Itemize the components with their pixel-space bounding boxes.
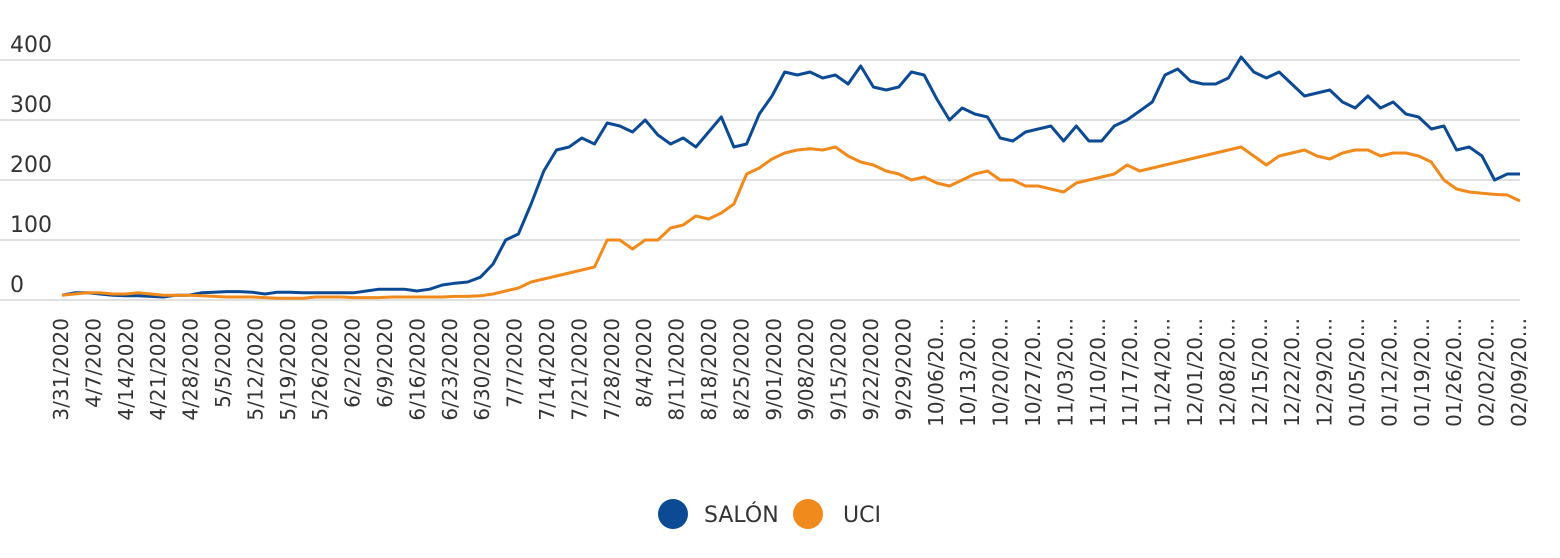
x-tick-label: 6/9/2020: [373, 318, 397, 408]
x-tick-label: 01/19/20...: [1410, 318, 1434, 427]
x-tick-label: 8/11/2020: [665, 318, 689, 421]
x-tick-label: 12/29/20...: [1313, 318, 1337, 427]
x-tick-label: 12/22/20...: [1280, 318, 1304, 427]
x-axis-ticks: 3/31/2020 4/7/2020 4/14/2020 4/21/2020 4/28/…: [49, 318, 1531, 427]
x-tick-label: 12/15/20...: [1248, 318, 1272, 427]
x-tick-label: 10/06/20...: [924, 318, 948, 427]
x-tick-label: 02/09/20...: [1507, 318, 1531, 427]
x-tick-label: 3/31/2020: [49, 318, 73, 421]
x-tick-label: 6/16/2020: [405, 318, 429, 421]
x-tick-label: 7/21/2020: [567, 318, 591, 421]
x-tick-label: 10/20/20...: [989, 318, 1013, 427]
series-line-uci: [61, 145, 1521, 300]
legend: SALÓN UCI: [658, 499, 881, 529]
x-tick-label: 8/25/2020: [729, 318, 753, 421]
x-tick-label: 4/14/2020: [114, 318, 138, 421]
gridlines: [0, 59, 1520, 301]
x-tick-label: 7/14/2020: [535, 318, 559, 421]
x-tick-label: 12/01/20...: [1183, 318, 1207, 427]
x-tick-label: 6/23/2020: [438, 318, 462, 421]
x-tick-label: 5/5/2020: [211, 318, 235, 408]
x-tick-label: 11/10/20...: [1086, 318, 1110, 427]
x-tick-label: 9/01/2020: [762, 318, 786, 421]
legend-swatch-uci: [793, 499, 823, 529]
x-tick-label: 11/17/20...: [1118, 318, 1142, 427]
x-tick-label: 5/26/2020: [308, 318, 332, 421]
x-tick-label: 8/18/2020: [697, 318, 721, 421]
x-tick-label: 01/12/20...: [1377, 318, 1401, 427]
x-tick-label: 02/02/20...: [1475, 318, 1499, 427]
y-tick-label: 300: [10, 93, 52, 118]
x-tick-label: 8/4/2020: [632, 318, 656, 408]
x-tick-label: 9/15/2020: [827, 318, 851, 421]
y-tick-label: 400: [10, 33, 52, 58]
x-tick-label: 4/7/2020: [81, 318, 105, 408]
x-tick-label: 4/21/2020: [146, 318, 170, 421]
x-tick-label: 01/26/20...: [1442, 318, 1466, 427]
x-tick-label: 7/7/2020: [503, 318, 527, 408]
x-tick-label: 4/28/2020: [179, 318, 203, 421]
x-tick-label: 5/19/2020: [276, 318, 300, 421]
x-tick-label: 10/27/20...: [1021, 318, 1045, 427]
x-tick-label: 9/08/2020: [794, 318, 818, 421]
x-tick-label: 11/24/20...: [1151, 318, 1175, 427]
y-tick-label: 100: [10, 213, 52, 238]
x-tick-label: 10/13/20...: [956, 318, 980, 427]
x-tick-label: 7/28/2020: [600, 318, 624, 421]
series-line-salon: [61, 55, 1520, 299]
x-tick-label: 9/22/2020: [859, 318, 883, 421]
legend-swatch-salon: [658, 499, 688, 529]
x-tick-label: 5/12/2020: [243, 318, 267, 421]
x-tick-label: 01/05/20...: [1345, 318, 1369, 427]
y-axis-ticks: 0 100 200 300 400: [10, 33, 52, 298]
legend-label-uci: UCI: [843, 503, 881, 528]
x-tick-label: 6/30/2020: [470, 318, 494, 421]
x-tick-label: 9/29/2020: [891, 318, 915, 421]
legend-label-salon: SALÓN: [704, 502, 779, 528]
x-tick-label: 11/03/20...: [1053, 318, 1077, 427]
x-tick-label: 6/2/2020: [341, 318, 365, 408]
x-tick-label: 12/08/20...: [1215, 318, 1239, 427]
y-tick-label: 200: [10, 153, 52, 178]
series-lines: [61, 55, 1521, 300]
y-tick-label: 0: [10, 273, 24, 298]
